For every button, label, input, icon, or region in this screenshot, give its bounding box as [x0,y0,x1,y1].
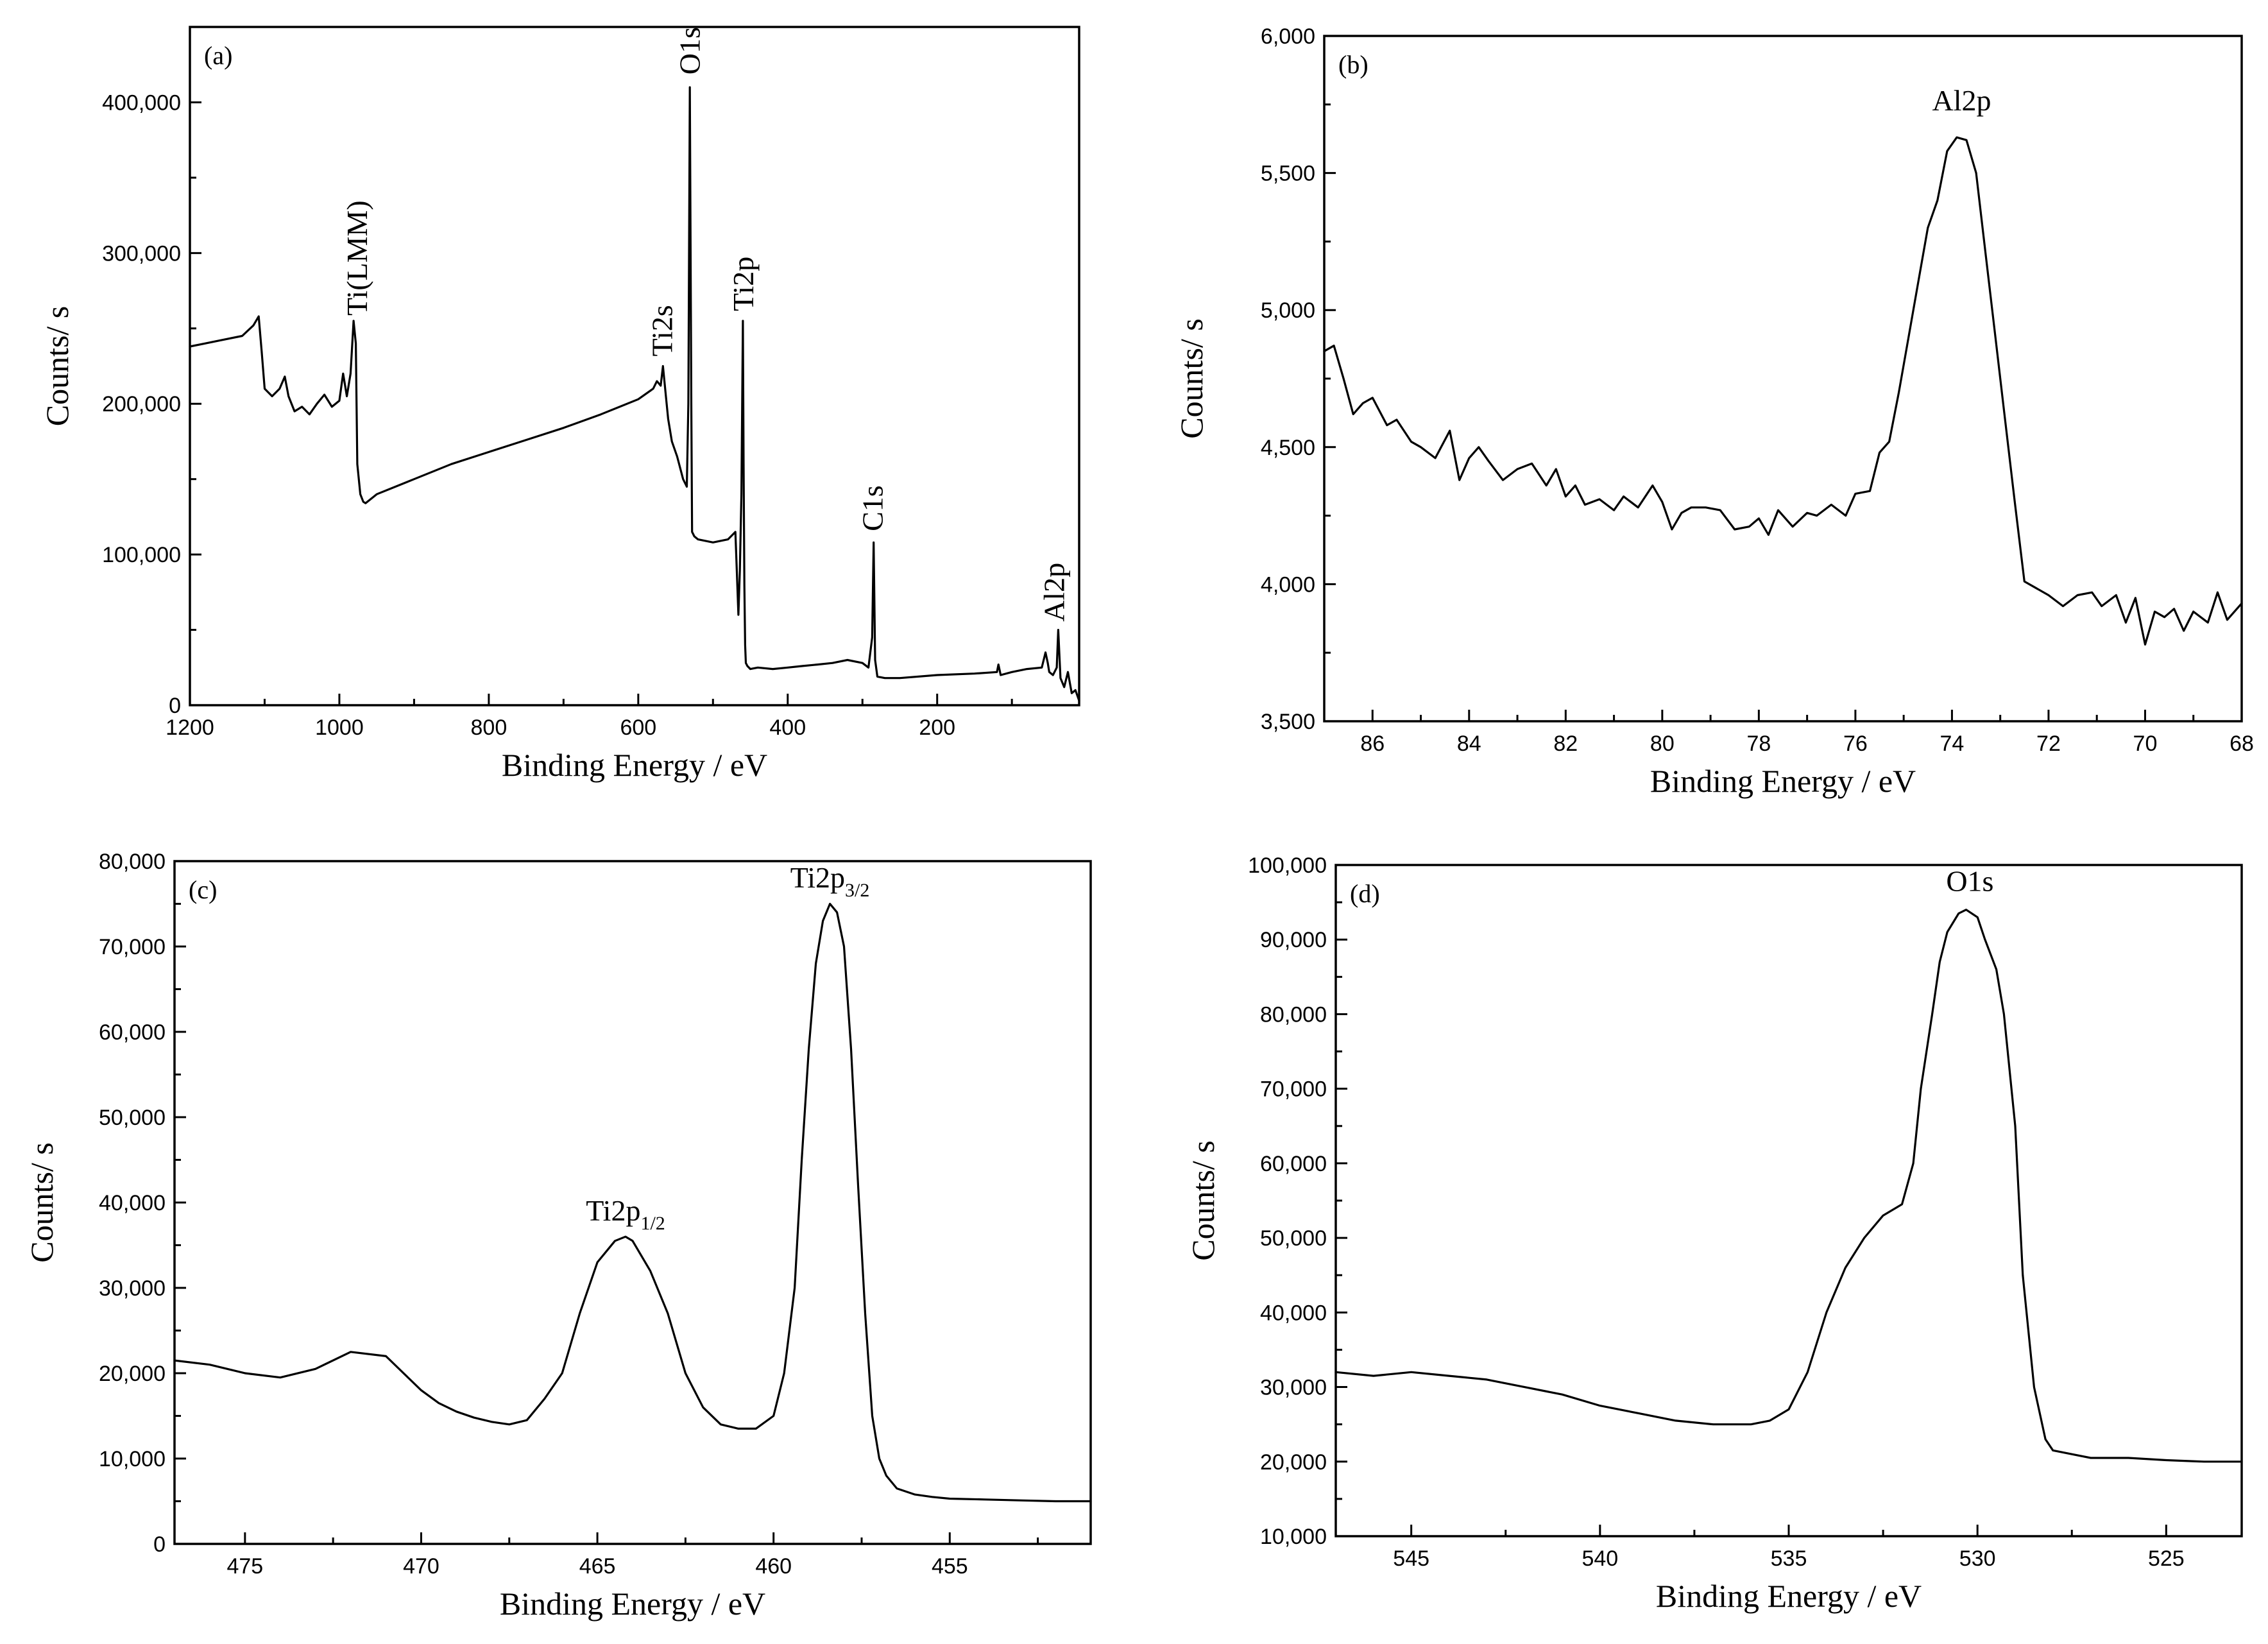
y-tick-label: 40,000 [99,1191,166,1215]
y-tick-label: 20,000 [99,1362,166,1386]
peak-label: Ti2p1/2 [586,1194,665,1234]
x-tick-label: 1200 [166,715,214,740]
peak-label: O1s [673,27,706,74]
peak-label-main: Al2p [1932,84,1991,117]
x-tick-label: 400 [769,715,806,740]
y-tick-label: 30,000 [99,1276,166,1301]
y-tick-label: 80,000 [99,850,166,874]
x-tick-label: 800 [471,715,507,740]
x-tick-label: 455 [932,1554,968,1579]
y-tick-label: 0 [153,1532,166,1557]
y-tick-label: 4,500 [1261,436,1315,460]
x-tick-label: 600 [620,715,656,740]
y-axis-label: Counts/ s [1185,1140,1221,1261]
peak-label-main: O1s [1946,864,1993,897]
x-axis-label: Binding Energy / eV [500,1586,765,1622]
peak-label-main: Ti2p [586,1194,640,1227]
panel-d: 545 540 535 530 525 10,000 20,000 30,000 40,000 5… [1185,853,2243,1614]
y-tick-label: 60,000 [1260,1152,1327,1176]
y-tick-label: 90,000 [1260,928,1327,952]
y-tick-label: 70,000 [1260,1077,1327,1102]
panel-label: (b) [1338,50,1368,79]
x-tick-label: 68 [2230,732,2254,756]
peak-label-main: Ti2p [790,861,845,894]
peak-label: Ti2p3/2 [790,861,870,901]
panel-label: (d) [1350,879,1380,908]
peak-label: Ti2p [727,257,760,311]
y-tick-label: 50,000 [1260,1226,1327,1251]
x-axis-label: Binding Energy / eV [502,747,767,783]
peak-label: O1s [1946,864,1993,897]
x-tick-label: 470 [403,1554,439,1579]
y-tick-label: 40,000 [1260,1301,1327,1325]
x-tick-label: 72 [2036,732,2061,756]
x-tick-label: 78 [1746,732,1771,756]
plot-frame [189,26,1080,706]
y-tick-label: 60,000 [99,1020,166,1045]
x-tick-label: 535 [1771,1546,1807,1571]
y-tick-label: 400,000 [102,90,181,115]
y-axis-label: Counts/ s [24,1142,60,1263]
x-tick-label: 545 [1393,1546,1429,1571]
peak-label: C1s [857,485,889,531]
y-tick-label: 0 [169,694,181,718]
y-tick-label: 20,000 [1260,1450,1327,1475]
panel-label: (a) [204,41,232,70]
spectrum-line [1323,136,2243,646]
panel-c: 475 470 465 460 455 0 10,000 20,000 30,000 40,000… [24,850,1092,1622]
y-tick-label: 50,000 [99,1106,166,1130]
x-tick-label: 460 [755,1554,792,1579]
peak-label-subscript: 1/2 [640,1213,665,1234]
x-tick-label: 86 [1360,732,1385,756]
x-tick-label: 525 [2148,1546,2185,1571]
x-tick-label: 530 [1959,1546,1996,1571]
y-tick-label: 5,500 [1261,162,1315,186]
y-tick-label: 100,000 [102,543,181,567]
y-tick-label: 30,000 [1260,1376,1327,1400]
x-tick-label: 80 [1650,732,1675,756]
peak-label: Ti(LMM) [341,200,373,316]
x-tick-label: 200 [919,715,955,740]
x-tick-label: 70 [2133,732,2158,756]
x-tick-label: 540 [1582,1546,1618,1571]
panel-a: 1200 1000 800 600 400 200 0 100,000 200,000 300,0… [39,26,1080,783]
x-tick-label: 465 [579,1554,616,1579]
y-tick-label: 80,000 [1260,1002,1327,1027]
panel-b: 86 84 82 80 78 76 74 72 70 68 3,500 4,000 4,500 5,000… [1173,24,2254,799]
peak-label: Al2p [1038,563,1071,622]
x-tick-label: 84 [1457,732,1481,756]
plot-frame [1334,864,2243,1537]
y-tick-label: 4,000 [1261,572,1315,597]
y-tick-label: 10,000 [1260,1525,1327,1549]
spectrum-line [189,86,1080,702]
plot-frame [1323,35,2243,723]
y-tick-label: 100,000 [1248,853,1327,878]
panel-label: (c) [189,875,217,904]
x-tick-label: 82 [1553,732,1578,756]
x-tick-label: 475 [226,1554,263,1579]
y-tick-label: 3,500 [1261,710,1315,734]
y-tick-label: 200,000 [102,392,181,416]
y-tick-label: 6,000 [1261,24,1315,49]
y-tick-label: 10,000 [99,1447,166,1471]
x-tick-label: 1000 [315,715,364,740]
x-axis-label: Binding Energy / eV [1650,763,1916,799]
y-tick-label: 5,000 [1261,298,1315,323]
peak-label: Al2p [1932,84,1991,117]
spectrum-line [1334,909,2243,1463]
x-axis-label: Binding Energy / eV [1656,1578,1922,1614]
peak-label: Ti2s [645,305,678,356]
x-tick-label: 76 [1843,732,1868,756]
y-axis-label: Counts/ s [39,306,75,427]
y-tick-label: 70,000 [99,935,166,959]
spectrum-line [173,902,1092,1503]
x-tick-label: 74 [1940,732,1965,756]
peak-label-subscript: 3/2 [845,880,869,901]
y-tick-label: 300,000 [102,241,181,266]
y-axis-label: Counts/ s [1173,318,1209,439]
